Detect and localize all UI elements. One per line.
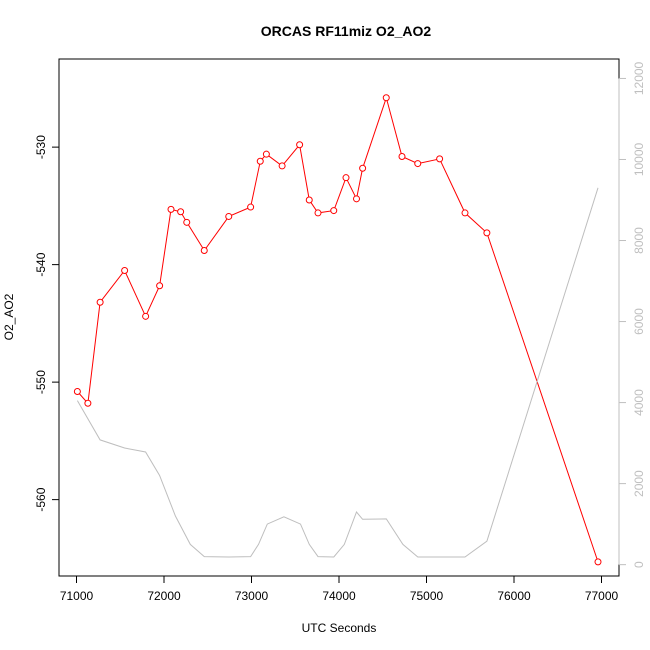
x-tick-label: 77000 — [585, 589, 619, 603]
data-point — [84, 399, 92, 407]
data-point — [382, 94, 390, 102]
y-tick-label: -540 — [34, 252, 48, 276]
x-tick-label: 72000 — [147, 589, 181, 603]
x-tick-label: 73000 — [235, 589, 269, 603]
data-point — [296, 141, 304, 149]
data-point — [247, 203, 255, 211]
x-tick-label: 76000 — [497, 589, 531, 603]
data-point — [156, 282, 164, 290]
y2-tick-label: 0 — [632, 561, 646, 568]
y2-tick-label: 6000 — [632, 308, 646, 335]
y-axis-right: 0 2000 4000 6000 8000 10000 12000 — [618, 61, 646, 568]
secondary-series-line — [76, 187, 599, 558]
data-point — [359, 164, 367, 172]
data-point — [314, 209, 322, 217]
y2-tick-label: 8000 — [632, 227, 646, 254]
data-point — [414, 160, 422, 168]
data-point — [330, 207, 338, 215]
data-point — [483, 229, 491, 237]
y2-tick-label: 4000 — [632, 389, 646, 416]
data-point — [121, 267, 129, 274]
data-point — [342, 174, 350, 182]
data-point — [461, 209, 469, 217]
data-point — [256, 157, 264, 165]
series-layer — [73, 94, 602, 566]
y-axis-label: O2_AO2 — [2, 293, 16, 340]
y2-tick-label: 2000 — [632, 470, 646, 497]
data-point — [305, 196, 313, 204]
x-axis: 71000 72000 73000 74000 75000 76000 77000 — [60, 575, 619, 603]
y2-tick-label: 12000 — [632, 61, 646, 95]
data-point — [167, 205, 175, 213]
data-point — [594, 558, 602, 566]
data-point — [73, 388, 81, 396]
data-point — [398, 153, 406, 161]
y-tick-label: -530 — [34, 135, 48, 159]
primary-series-line — [77, 96, 599, 563]
y-axis-left: -530 -540 -550 -560 — [34, 135, 60, 512]
data-point — [262, 150, 270, 158]
data-point — [183, 218, 191, 226]
data-point — [96, 298, 104, 306]
y2-tick-label: 10000 — [632, 142, 646, 176]
data-point — [225, 212, 233, 220]
y-tick-label: -550 — [34, 370, 48, 394]
x-tick-label: 75000 — [410, 589, 444, 603]
x-tick-label: 74000 — [322, 589, 356, 603]
x-tick-label: 71000 — [60, 589, 94, 603]
data-point — [436, 155, 444, 163]
data-point — [353, 195, 360, 203]
y-tick-label: -560 — [34, 487, 48, 511]
data-point — [278, 162, 286, 170]
data-point — [177, 208, 185, 216]
data-point — [142, 312, 150, 320]
x-axis-label: UTC Seconds — [302, 621, 377, 635]
chart-title: ORCAS RF11miz O2_AO2 — [261, 23, 432, 39]
data-point — [200, 247, 208, 255]
